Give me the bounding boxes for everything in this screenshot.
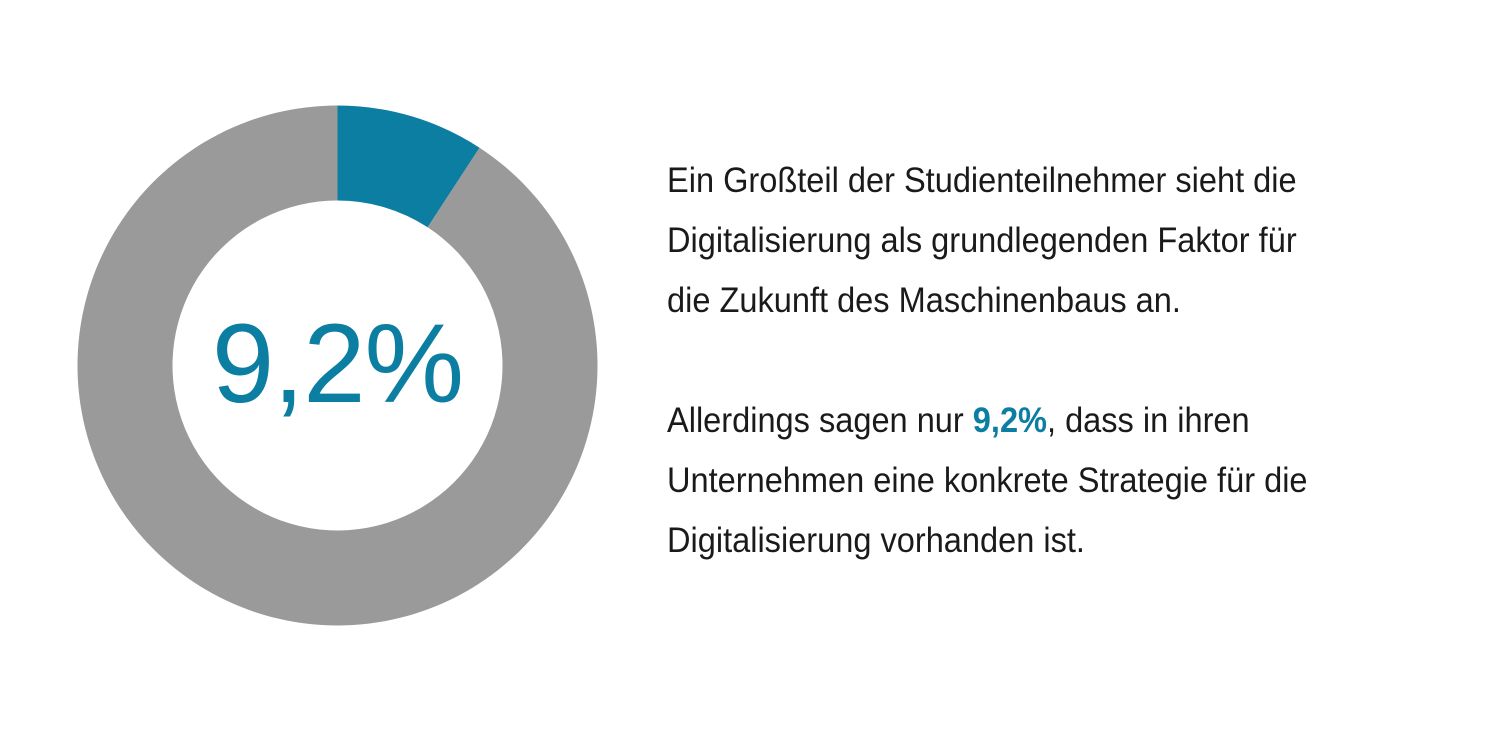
paragraph-intro: Ein Großteil der Studienteilnehmer sieht… [667,161,1297,320]
donut-chart-svg [77,105,598,626]
paragraph-finding: Allerdings sagen nur 9,2%, dass in ihren… [667,391,1346,571]
highlight-percentage: 9,2% [972,401,1047,440]
donut-slice-accent[interactable] [337,105,480,228]
donut-chart: 9,2% [77,105,598,626]
paragraph-finding-before: Allerdings sagen nur [667,401,973,440]
donut-slices [77,105,598,626]
text-column: Ein Großteil der Studienteilnehmer sieht… [667,151,1397,571]
donut-slice-muted[interactable] [77,105,598,626]
paragraph-finding-after: , dass in ihren Unternehmen eine konkret… [667,401,1308,560]
